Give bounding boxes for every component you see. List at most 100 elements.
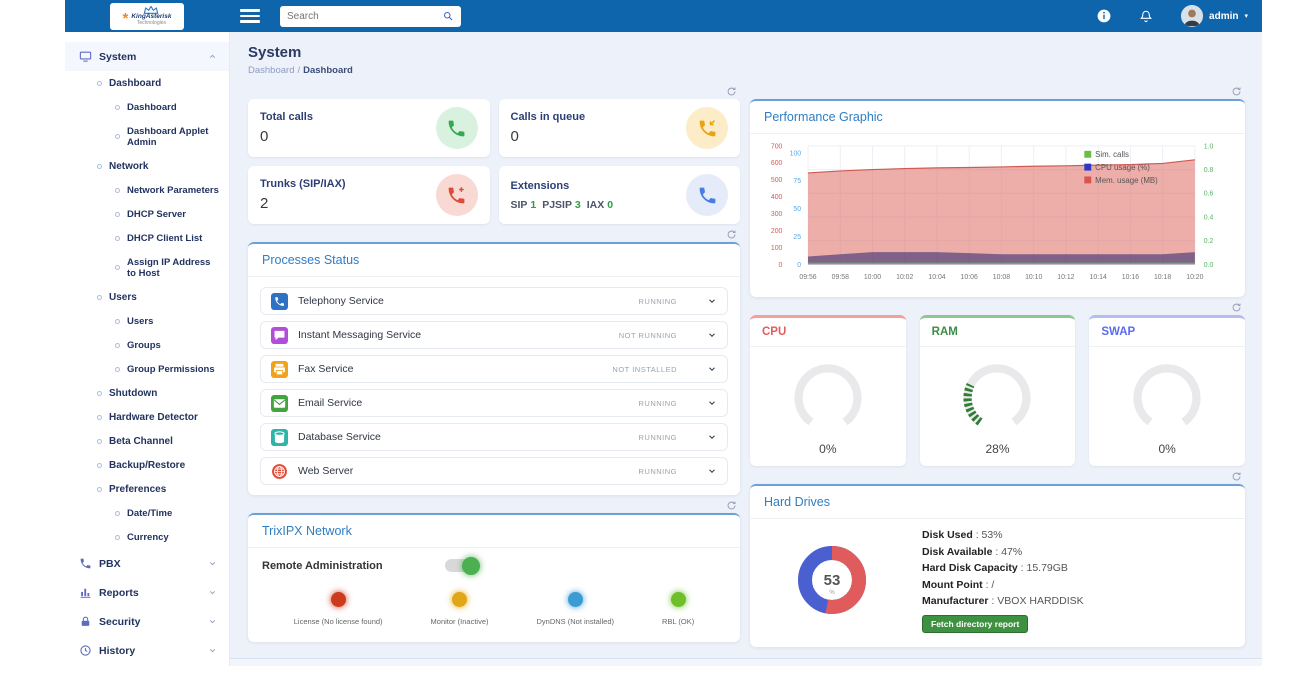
search-icon[interactable] xyxy=(442,10,454,22)
info-icon[interactable] xyxy=(1097,9,1111,23)
chevron-down-icon: ▾ xyxy=(1244,13,1248,20)
menu-toggle-icon[interactable] xyxy=(240,9,260,23)
top-navbar: * KingAsterisk Technologies xyxy=(65,0,1262,32)
search-input[interactable] xyxy=(287,10,442,22)
sidebar-item-group-permissions[interactable]: Group Permissions xyxy=(65,357,229,381)
fax-icon xyxy=(271,360,288,378)
sidebar-item-system[interactable]: System xyxy=(65,42,229,71)
gauge-label: CPU xyxy=(750,318,906,347)
sidebar: System Dashboard Dashboard Dashboard Applet… xyxy=(65,32,230,666)
sidebar-item-users[interactable]: Users xyxy=(65,285,229,309)
sidebar-item-beta-channel[interactable]: Beta Channel xyxy=(65,429,229,453)
stat-value: 0 xyxy=(510,128,519,145)
sidebar-item-label: Hardware Detector xyxy=(109,411,198,423)
breadcrumb-current: Dashboard xyxy=(303,65,353,76)
stat-label: Calls in queue xyxy=(510,111,586,123)
sidebar-item-assign-ip-address-to-host[interactable]: Assign IP Address to Host xyxy=(65,250,229,285)
expand-chevron-icon[interactable] xyxy=(707,330,717,340)
sidebar-item-label: Currency xyxy=(127,531,169,543)
sidebar-item-dashboard-applet-admin[interactable]: Dashboard Applet Admin xyxy=(65,119,229,154)
chevron-down-icon xyxy=(709,299,715,304)
status-light-dot xyxy=(452,592,468,607)
phone-icon xyxy=(699,187,715,203)
process-status-badge: RUNNING xyxy=(638,432,677,442)
expand-chevron-icon[interactable] xyxy=(707,364,717,374)
user-menu[interactable]: admin ▾ xyxy=(1181,5,1248,27)
sidebar-item-users[interactable]: Users xyxy=(65,309,229,333)
gauge-card-cpu: CPU 0% xyxy=(750,315,906,466)
process-row-fax-service: Fax Service NOT INSTALLED xyxy=(260,355,728,383)
sidebar-item-date-time[interactable]: Date/Time xyxy=(65,501,229,525)
svg-text:1.0: 1.0 xyxy=(1204,143,1214,150)
sidebar-item-network[interactable]: Network xyxy=(65,154,229,178)
lock-icon xyxy=(81,616,90,626)
refresh-icon[interactable] xyxy=(726,84,737,97)
sidebar-item-reports[interactable]: Reports xyxy=(65,578,229,607)
gauge-arc xyxy=(794,364,862,426)
process-name: Web Server xyxy=(298,465,354,477)
svg-text:10:04: 10:04 xyxy=(928,274,945,281)
breadcrumb-parent[interactable]: Dashboard xyxy=(248,65,295,76)
sidebar-item-hardware-detector[interactable]: Hardware Detector xyxy=(65,405,229,429)
sidebar-item-pbx[interactable]: PBX xyxy=(65,549,229,578)
refresh-icon[interactable] xyxy=(1231,469,1242,482)
asterisk-logo-icon: * xyxy=(122,10,129,27)
brand-subtitle: Technologies xyxy=(136,19,166,26)
remote-administration-label: Remote Administration xyxy=(262,559,383,572)
extensions-counts: SIP 1 PJSIP 3 IAX 0 xyxy=(510,198,614,211)
sidebar-item-label: History xyxy=(99,644,136,657)
fetch-directory-report-button[interactable]: Fetch directory report xyxy=(922,614,1029,633)
status-light-label: RBL (OK) xyxy=(662,617,695,626)
refresh-icon xyxy=(1232,472,1241,481)
svg-text:0.4: 0.4 xyxy=(1204,214,1214,221)
stat-icon-circle xyxy=(686,174,728,216)
refresh-icon[interactable] xyxy=(1231,300,1242,313)
phone-icon xyxy=(80,558,91,569)
refresh-icon[interactable] xyxy=(726,227,737,240)
sidebar-item-preferences[interactable]: Preferences xyxy=(65,477,229,501)
expand-chevron-icon[interactable] xyxy=(707,466,717,476)
bullet-icon xyxy=(115,318,120,324)
brand-name: KingAsterisk xyxy=(131,13,172,21)
bullet-icon xyxy=(115,211,120,217)
process-status-badge: RUNNING xyxy=(638,398,677,408)
refresh-icon[interactable] xyxy=(726,498,737,511)
disk-details: Disk Used : 53% Disk Available : 47% Hard … xyxy=(922,527,1084,633)
expand-chevron-icon[interactable] xyxy=(707,398,717,408)
svg-text:09:56: 09:56 xyxy=(799,274,816,281)
username-label: admin xyxy=(1209,10,1239,22)
sidebar-item-dhcp-server[interactable]: DHCP Server xyxy=(65,202,229,226)
process-status-badge: RUNNING xyxy=(638,466,677,476)
sidebar-item-currency[interactable]: Currency xyxy=(65,525,229,549)
chevron-down-icon xyxy=(209,649,216,653)
sidebar-item-dashboard[interactable]: Dashboard xyxy=(65,71,229,95)
gauge-percent: 0% xyxy=(819,442,837,456)
process-name: Fax Service xyxy=(298,363,354,375)
sidebar-item-label: Reports xyxy=(99,586,139,599)
sidebar-item-dashboard[interactable]: Dashboard xyxy=(65,95,229,119)
bullet-icon xyxy=(97,414,102,420)
stat-label: Trunks (SIP/IAX) xyxy=(260,178,346,190)
sidebar-item-security[interactable]: Security xyxy=(65,607,229,636)
sidebar-item-groups[interactable]: Groups xyxy=(65,333,229,357)
notifications-bell-icon[interactable] xyxy=(1139,9,1153,24)
sidebar-item-backup-restore[interactable]: Backup/Restore xyxy=(65,453,229,477)
bullet-icon xyxy=(115,265,120,270)
stat-value: 0 xyxy=(260,128,269,145)
sidebar-item-dhcp-client-list[interactable]: DHCP Client List xyxy=(65,226,229,250)
process-row-telephony-service: Telephony Service RUNNING xyxy=(260,287,728,315)
remote-administration-toggle[interactable] xyxy=(444,556,480,575)
refresh-icon[interactable] xyxy=(1231,84,1242,97)
sidebar-item-shutdown[interactable]: Shutdown xyxy=(65,381,229,405)
brand-logo[interactable]: * KingAsterisk Technologies xyxy=(110,2,184,30)
svg-text:10:06: 10:06 xyxy=(961,274,978,281)
svg-text:10:16: 10:16 xyxy=(1122,274,1139,281)
expand-chevron-icon[interactable] xyxy=(707,432,717,442)
left-column: Total calls 0 Calls in queue 0 Trunks (SIP… xyxy=(248,84,740,650)
sidebar-item-history[interactable]: History xyxy=(65,636,229,665)
sidebar-item-network-parameters[interactable]: Network Parameters xyxy=(65,178,229,202)
expand-chevron-icon[interactable] xyxy=(707,296,717,306)
bullet-icon xyxy=(115,187,120,193)
sidebar-item-label: Users xyxy=(109,291,137,303)
bullet-icon xyxy=(115,534,120,540)
